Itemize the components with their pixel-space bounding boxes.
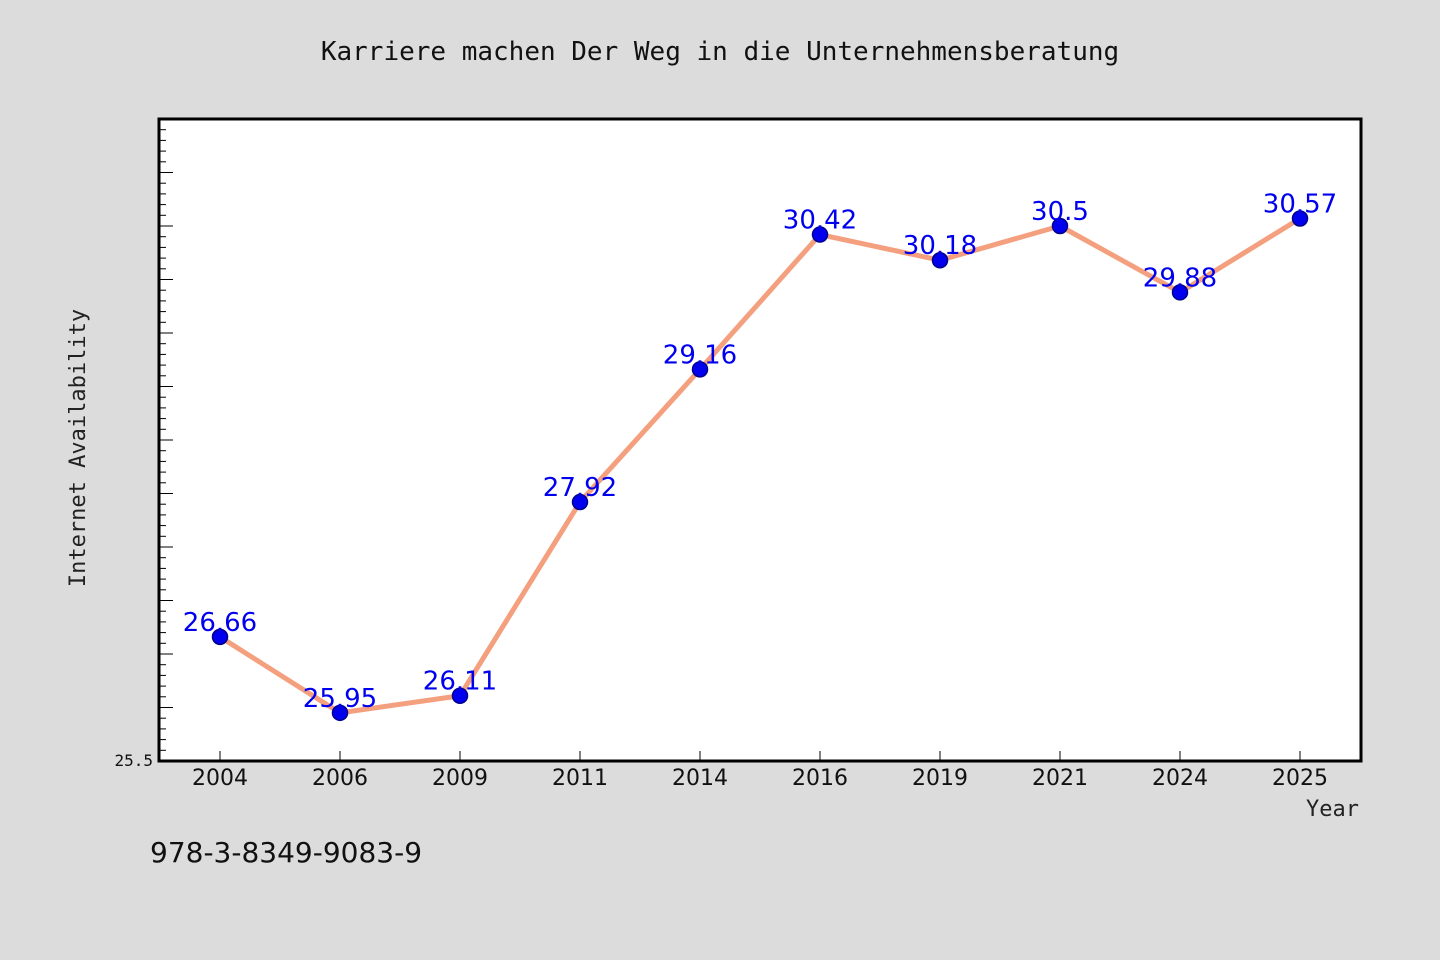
plot-area: [157, 117, 1363, 763]
data-label: 27.92: [543, 473, 617, 503]
x-tick-label: 2006: [312, 766, 368, 791]
x-tick-label: 2009: [432, 766, 488, 791]
data-point: [571, 493, 589, 511]
data-label: 30.5: [1031, 197, 1089, 227]
x-tick-label: 2021: [1032, 766, 1088, 791]
data-point: [931, 251, 949, 269]
data-point: [211, 628, 229, 646]
x-tick-label: 2024: [1152, 766, 1208, 791]
data-label: 30.18: [903, 231, 977, 261]
data-label: 29.88: [1143, 263, 1217, 293]
series-layer: 26.66 25.95 26.11 27.92 29.16 30.42 30.18 30.5 2…: [183, 190, 1337, 722]
data-point: [1051, 217, 1069, 235]
data-label: 30.42: [783, 206, 857, 236]
x-tick-label: 2025: [1272, 766, 1328, 791]
data-label: 30.57: [1263, 190, 1337, 220]
data-point: [331, 704, 349, 722]
isbn-footer: 978-3-8349-9083-9: [150, 836, 422, 869]
data-point: [691, 361, 709, 378]
y-tick-label: 25.5: [114, 751, 153, 770]
x-axis-label: Year: [1306, 797, 1359, 822]
x-tick-label: 2004: [192, 766, 248, 791]
data-point: [451, 687, 469, 704]
data-point: [1291, 210, 1309, 227]
data-label: 29.16: [663, 340, 737, 370]
chart-title: Karriere machen Der Weg in die Unternehm…: [321, 37, 1119, 67]
y-axis-label: Internet Availability: [66, 309, 91, 587]
x-tick-label: 2016: [792, 766, 848, 791]
data-point: [811, 226, 829, 243]
data-label: 25.95: [303, 684, 377, 714]
y-axis-ticks: [159, 118, 173, 762]
series-line: [217, 216, 1303, 716]
x-axis-ticks: 2004 2006 2009 2011 2014 2016 2019 2021 2024 2025: [192, 751, 1328, 791]
data-label: 26.11: [423, 667, 497, 697]
data-point: [1171, 284, 1189, 301]
x-tick-label: 2019: [912, 766, 968, 791]
x-tick-label: 2014: [672, 766, 728, 791]
x-tick-label: 2011: [552, 766, 608, 791]
data-label: 26.66: [183, 608, 257, 638]
